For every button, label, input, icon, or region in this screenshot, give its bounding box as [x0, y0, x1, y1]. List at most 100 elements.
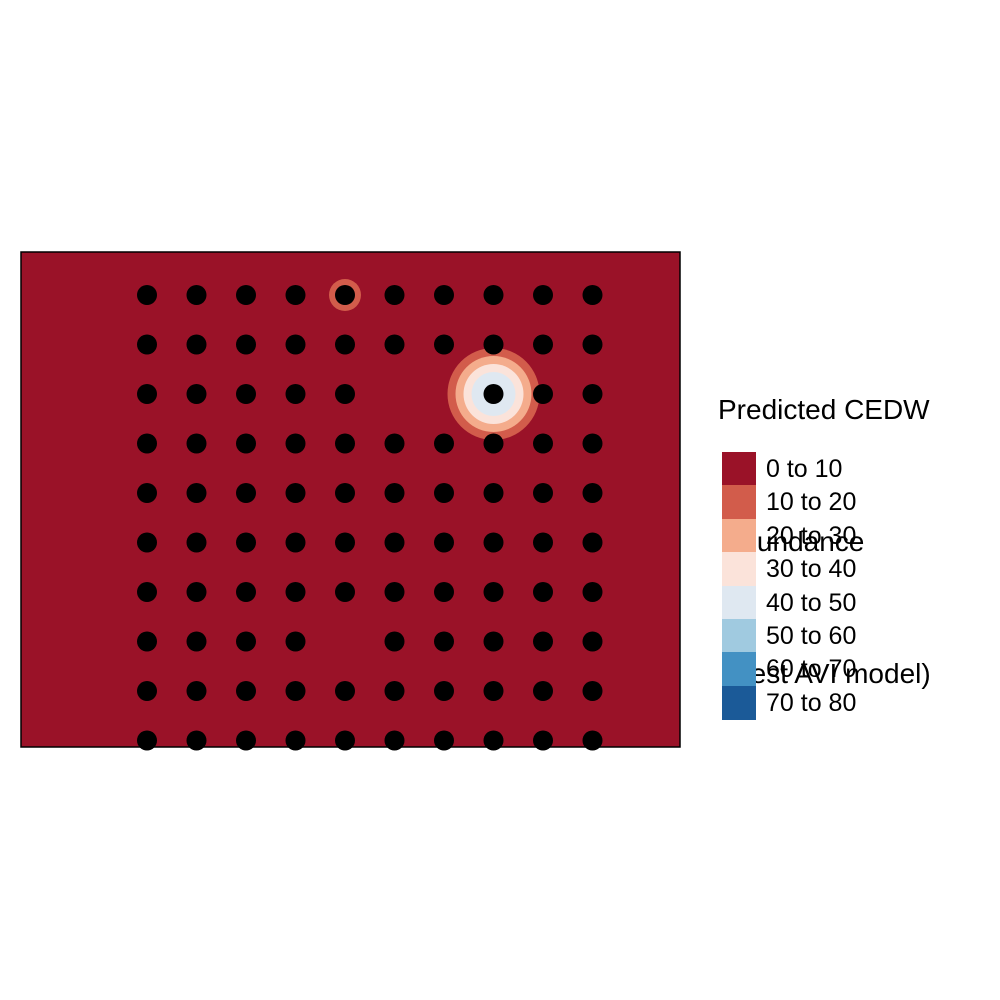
- survey-site-point: [137, 483, 157, 503]
- survey-site-point: [335, 334, 355, 355]
- survey-site-point: [483, 631, 504, 652]
- legend-swatch: [722, 518, 756, 553]
- survey-site-point: [186, 384, 207, 404]
- survey-site-point: [434, 730, 454, 751]
- legend-label: 20 to 30: [766, 521, 857, 550]
- survey-site-point: [335, 582, 355, 602]
- survey-site-point: [533, 483, 553, 503]
- survey-site-point: [483, 384, 504, 404]
- survey-site-point: [384, 631, 405, 652]
- survey-site-point: [483, 730, 504, 751]
- survey-site-point: [582, 730, 603, 751]
- survey-site-point: [285, 631, 306, 652]
- survey-site-point: [483, 433, 504, 454]
- survey-site-point: [285, 433, 306, 454]
- survey-site-point: [137, 681, 157, 701]
- survey-site-point: [533, 730, 553, 751]
- survey-site-point: [434, 681, 454, 701]
- survey-site-point: [236, 483, 256, 503]
- survey-site-point: [483, 285, 504, 305]
- survey-site-point: [186, 285, 207, 305]
- survey-site-point: [582, 532, 603, 553]
- legend-label: 50 to 60: [766, 621, 857, 650]
- survey-site-point: [483, 532, 504, 553]
- survey-site-point: [285, 334, 306, 355]
- survey-site-point: [384, 582, 405, 602]
- survey-site-point: [483, 483, 504, 503]
- survey-site-point: [137, 285, 157, 305]
- survey-site-point: [186, 582, 207, 602]
- legend-swatch: [722, 485, 756, 520]
- legend-label: 0 to 10: [766, 455, 843, 483]
- survey-site-point: [285, 285, 306, 305]
- survey-site-point: [186, 631, 207, 652]
- survey-site-point: [335, 384, 355, 404]
- legend-label: 40 to 50: [766, 588, 857, 617]
- survey-site-point: [186, 483, 207, 503]
- survey-site-point: [236, 730, 256, 751]
- survey-site-point: [285, 582, 306, 602]
- survey-site-point: [384, 483, 405, 503]
- survey-site-point: [434, 483, 454, 503]
- survey-site-point: [285, 730, 306, 751]
- survey-site-point: [236, 582, 256, 602]
- survey-site-point: [533, 285, 553, 305]
- survey-site-point: [384, 433, 405, 454]
- survey-site-point: [384, 532, 405, 553]
- survey-site-point: [533, 334, 553, 355]
- survey-site-point: [582, 285, 603, 305]
- survey-sites: [137, 285, 603, 751]
- survey-site-point: [186, 334, 207, 355]
- survey-site-point: [335, 483, 355, 503]
- survey-site-point: [434, 631, 454, 652]
- survey-site-point: [186, 681, 207, 701]
- survey-site-point: [582, 631, 603, 652]
- survey-site-point: [137, 334, 157, 355]
- legend-swatch: [722, 585, 756, 620]
- legend-label: 10 to 20: [766, 488, 857, 517]
- survey-site-point: [186, 730, 207, 751]
- survey-site-point: [434, 582, 454, 602]
- survey-site-point: [236, 285, 256, 305]
- survey-site-point: [582, 681, 603, 701]
- legend-swatch: [722, 685, 756, 720]
- survey-site-point: [285, 483, 306, 503]
- survey-site-point: [384, 681, 405, 701]
- survey-site-point: [236, 334, 256, 355]
- survey-site-point: [434, 334, 454, 355]
- survey-site-point: [335, 532, 355, 553]
- legend-swatch: [722, 452, 756, 486]
- survey-site-point: [582, 433, 603, 454]
- legend-swatch: [722, 652, 756, 687]
- survey-site-point: [285, 681, 306, 701]
- legend-label: 70 to 80: [766, 688, 857, 717]
- survey-site-point: [384, 730, 405, 751]
- survey-site-point: [137, 532, 157, 553]
- survey-site-point: [236, 433, 256, 454]
- survey-site-point: [137, 631, 157, 652]
- survey-site-point: [285, 384, 306, 404]
- legend-title-line: (best AVI model): [718, 658, 931, 689]
- survey-site-point: [533, 433, 553, 454]
- survey-site-point: [533, 631, 553, 652]
- survey-site-point: [582, 582, 603, 602]
- survey-site-point: [483, 582, 504, 602]
- survey-site-point: [236, 532, 256, 553]
- survey-site-point: [533, 384, 553, 404]
- survey-site-point: [582, 334, 603, 355]
- survey-site-point: [533, 532, 553, 553]
- survey-site-point: [236, 681, 256, 701]
- survey-site-point: [335, 285, 355, 305]
- survey-site-point: [434, 433, 454, 454]
- survey-site-point: [236, 384, 256, 404]
- survey-site-point: [434, 285, 454, 305]
- survey-site-point: [137, 433, 157, 454]
- survey-site-point: [582, 384, 603, 404]
- survey-site-point: [483, 681, 504, 701]
- survey-site-point: [434, 532, 454, 553]
- survey-site-point: [285, 532, 306, 553]
- survey-site-point: [582, 483, 603, 503]
- survey-site-point: [137, 384, 157, 404]
- survey-site-point: [533, 582, 553, 602]
